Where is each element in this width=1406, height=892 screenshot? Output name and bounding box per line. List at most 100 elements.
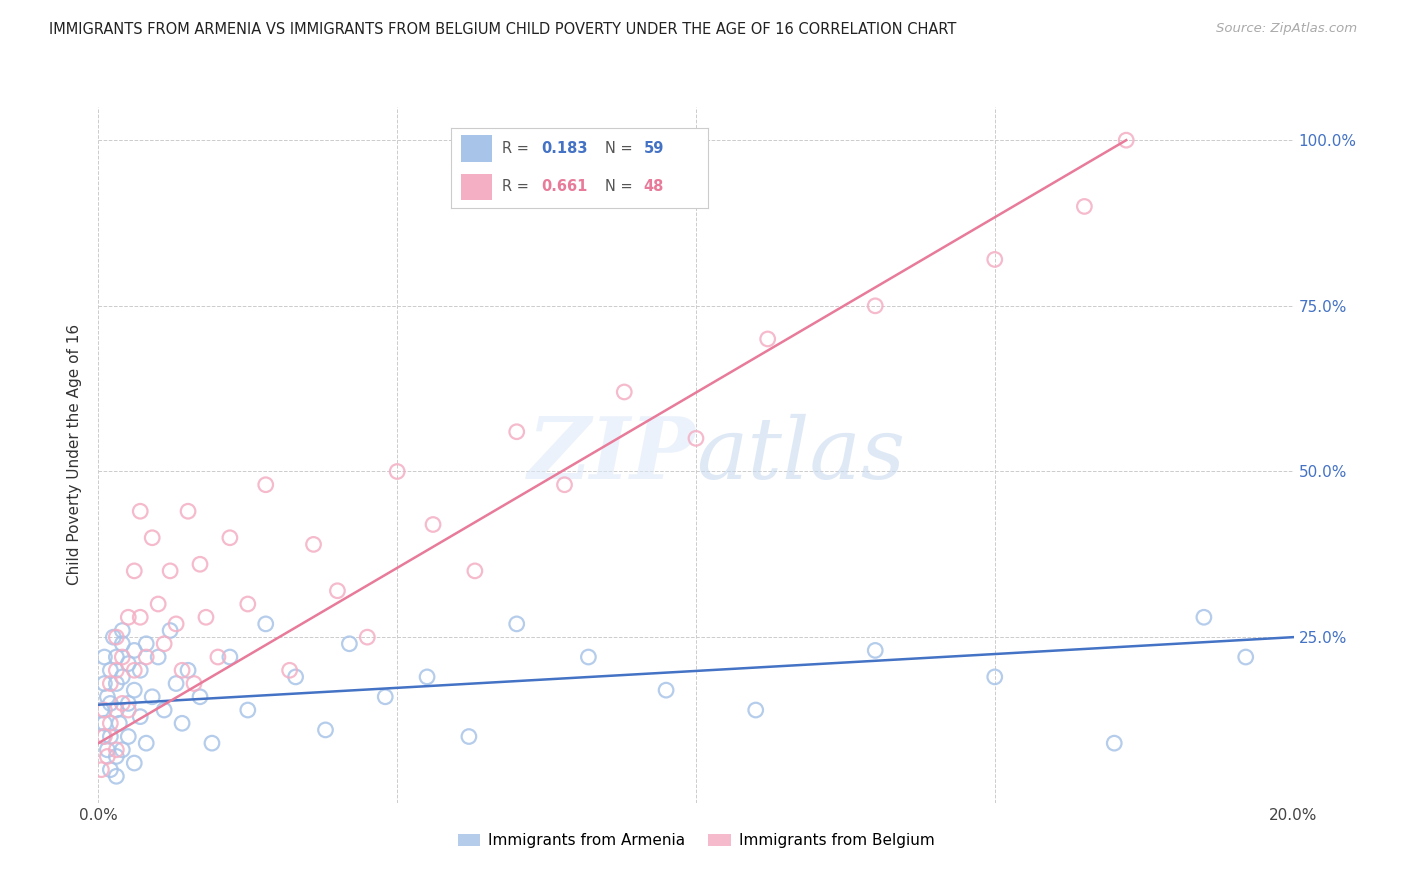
Point: [105, 769, 128, 783]
Point: [141, 531, 163, 545]
Point: [153, 637, 176, 651]
Point: [1073, 199, 1095, 213]
Point: [578, 650, 600, 665]
Point: [93, 716, 115, 731]
Point: [201, 736, 224, 750]
Point: [207, 650, 229, 665]
Point: [159, 564, 181, 578]
Point: [93, 703, 115, 717]
Point: [153, 703, 176, 717]
Point: [984, 670, 1007, 684]
Point: [129, 709, 152, 723]
Point: [111, 743, 134, 757]
Point: [91, 730, 114, 744]
Point: [96, 743, 118, 757]
Point: [865, 643, 887, 657]
Text: Source: ZipAtlas.com: Source: ZipAtlas.com: [1216, 22, 1357, 36]
Point: [326, 583, 349, 598]
Point: [98, 663, 122, 677]
Point: [124, 756, 146, 770]
Point: [117, 610, 139, 624]
Point: [117, 730, 139, 744]
Point: [96, 690, 118, 704]
Point: [96, 749, 118, 764]
Point: [177, 504, 200, 518]
Point: [111, 697, 134, 711]
Point: [129, 504, 152, 518]
Point: [385, 465, 409, 479]
Point: [1192, 610, 1215, 624]
Point: [219, 531, 242, 545]
Point: [159, 624, 181, 638]
Point: [111, 637, 134, 651]
Point: [93, 730, 115, 744]
Point: [111, 670, 134, 684]
Text: ZIP: ZIP: [529, 413, 696, 497]
Point: [745, 703, 768, 717]
Point: [356, 630, 378, 644]
Point: [129, 663, 152, 677]
Point: [165, 616, 187, 631]
Point: [117, 703, 139, 717]
Point: [177, 663, 200, 677]
Point: [172, 663, 194, 677]
Point: [374, 690, 396, 704]
Point: [183, 676, 205, 690]
Point: [172, 716, 194, 731]
Text: IMMIGRANTS FROM ARMENIA VS IMMIGRANTS FROM BELGIUM CHILD POVERTY UNDER THE AGE O: IMMIGRANTS FROM ARMENIA VS IMMIGRANTS FR…: [49, 22, 956, 37]
Point: [165, 676, 187, 690]
Y-axis label: Child Poverty Under the Age of 16: Child Poverty Under the Age of 16: [67, 325, 83, 585]
Point: [93, 650, 115, 665]
Point: [105, 743, 128, 757]
Point: [188, 690, 211, 704]
Point: [105, 650, 128, 665]
Point: [148, 650, 170, 665]
Point: [506, 616, 529, 631]
Point: [236, 597, 259, 611]
Point: [315, 723, 337, 737]
Text: atlas: atlas: [696, 414, 905, 496]
Point: [254, 616, 277, 631]
Point: [105, 703, 128, 717]
Point: [302, 537, 325, 551]
Point: [865, 299, 887, 313]
Legend: Immigrants from Armenia, Immigrants from Belgium: Immigrants from Armenia, Immigrants from…: [451, 827, 941, 855]
Point: [613, 384, 636, 399]
Point: [685, 431, 707, 445]
Point: [111, 650, 134, 665]
Point: [1115, 133, 1137, 147]
Point: [506, 425, 529, 439]
Point: [105, 663, 128, 677]
Point: [124, 643, 146, 657]
Point: [90, 703, 112, 717]
Point: [98, 730, 122, 744]
Point: [135, 637, 157, 651]
Point: [98, 763, 122, 777]
Point: [219, 650, 242, 665]
Point: [117, 657, 139, 671]
Point: [339, 637, 361, 651]
Point: [422, 517, 444, 532]
Point: [103, 630, 125, 644]
Point: [141, 690, 163, 704]
Point: [254, 477, 277, 491]
Point: [464, 564, 486, 578]
Point: [98, 697, 122, 711]
Point: [124, 663, 146, 677]
Point: [93, 676, 115, 690]
Point: [458, 730, 481, 744]
Point: [105, 749, 128, 764]
Point: [554, 477, 576, 491]
Point: [1234, 650, 1257, 665]
Point: [124, 564, 146, 578]
Point: [284, 670, 307, 684]
Point: [195, 610, 218, 624]
Point: [105, 630, 128, 644]
Point: [90, 763, 112, 777]
Point: [1104, 736, 1126, 750]
Point: [236, 703, 259, 717]
Point: [98, 716, 122, 731]
Point: [188, 558, 211, 572]
Point: [278, 663, 301, 677]
Point: [129, 610, 152, 624]
